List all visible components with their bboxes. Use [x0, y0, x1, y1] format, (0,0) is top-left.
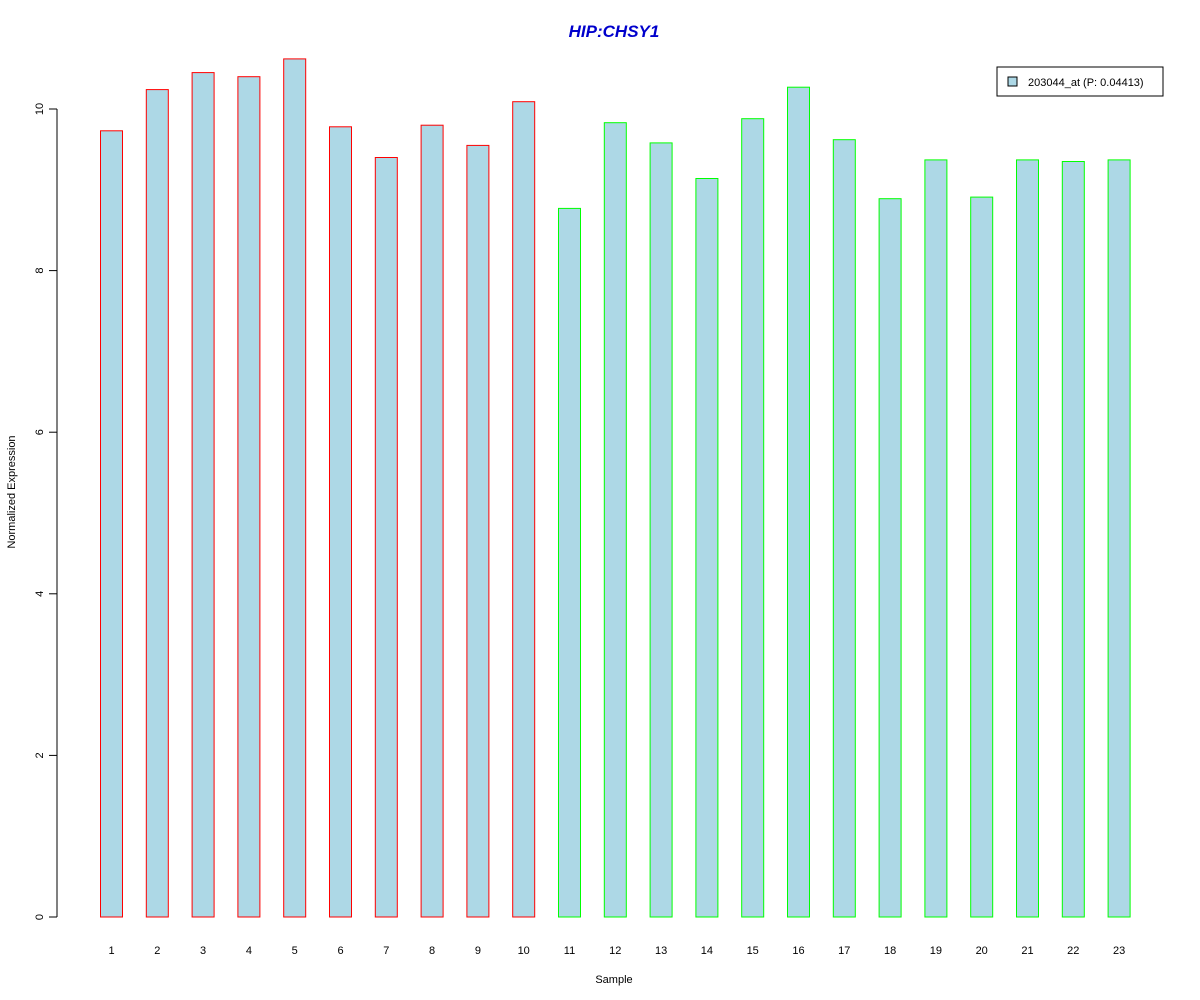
y-tick-label: 0 [34, 914, 46, 920]
bar [145, 89, 169, 918]
x-tick-label: 5 [292, 945, 298, 957]
x-tick-label: 7 [383, 945, 389, 957]
y-tick-label: 10 [34, 103, 46, 115]
x-tick-label: 21 [1021, 945, 1033, 957]
bar [1107, 159, 1131, 918]
x-tick-label: 20 [976, 945, 988, 957]
bar [832, 139, 856, 918]
bar [329, 126, 352, 918]
x-tick-label: 9 [475, 945, 481, 957]
bar [603, 122, 627, 918]
bar [191, 72, 215, 918]
x-tick-label: 8 [429, 945, 435, 957]
y-tick-label: 2 [34, 752, 46, 758]
chart-title: HIP:CHSY1 [569, 22, 660, 41]
x-tick-label: 19 [930, 945, 942, 957]
legend-swatch [1007, 76, 1018, 87]
bar [237, 76, 261, 918]
x-tick-label: 2 [154, 945, 160, 957]
x-tick-label: 1 [108, 945, 114, 957]
x-tick-labels: 1 2 3 4 5 6 7 8 9 10 11 12 13 14 15 16 17 18 19 20 21 22 23 [108, 945, 1125, 957]
bar [924, 159, 948, 918]
x-tick-label: 12 [609, 945, 621, 957]
x-tick-label: 6 [337, 945, 343, 957]
x-tick-label: 17 [838, 945, 850, 957]
bar [283, 58, 307, 918]
x-tick-label: 15 [747, 945, 759, 957]
bar [695, 178, 719, 918]
x-tick-label: 4 [246, 945, 252, 957]
x-tick-label: 11 [564, 945, 575, 957]
bar [100, 130, 123, 918]
bar [420, 124, 444, 918]
x-tick-label: 22 [1067, 945, 1079, 957]
bar [970, 196, 994, 918]
bar [512, 101, 536, 918]
bar [787, 86, 810, 918]
bar [374, 157, 398, 918]
bar [466, 144, 490, 918]
legend: 203044_at (P: 0.04413) [996, 66, 1164, 97]
x-tick-label: 13 [655, 945, 667, 957]
bar [649, 142, 673, 918]
bar [878, 198, 902, 918]
y-axis-label: Normalized Expression [6, 435, 18, 548]
bar [558, 207, 581, 918]
legend-box [996, 66, 1164, 97]
y-tick-label: 6 [34, 429, 46, 435]
bars [100, 58, 1131, 918]
bar [1061, 161, 1085, 918]
x-tick-label: 3 [200, 945, 206, 957]
y-tick-label: 4 [34, 591, 46, 597]
x-tick-label: 14 [701, 945, 713, 957]
y-axis: 0 2 4 6 8 10 [34, 103, 58, 920]
x-tick-label: 16 [792, 945, 804, 957]
bar [741, 118, 765, 918]
y-tick-label: 8 [34, 268, 46, 274]
x-axis-label: Sample [595, 974, 632, 986]
x-tick-label: 23 [1113, 945, 1125, 957]
x-tick-label: 18 [884, 945, 896, 957]
bar [1016, 159, 1039, 918]
legend-label: 203044_at (P: 0.04413) [1028, 77, 1144, 89]
x-tick-label: 10 [518, 945, 530, 957]
